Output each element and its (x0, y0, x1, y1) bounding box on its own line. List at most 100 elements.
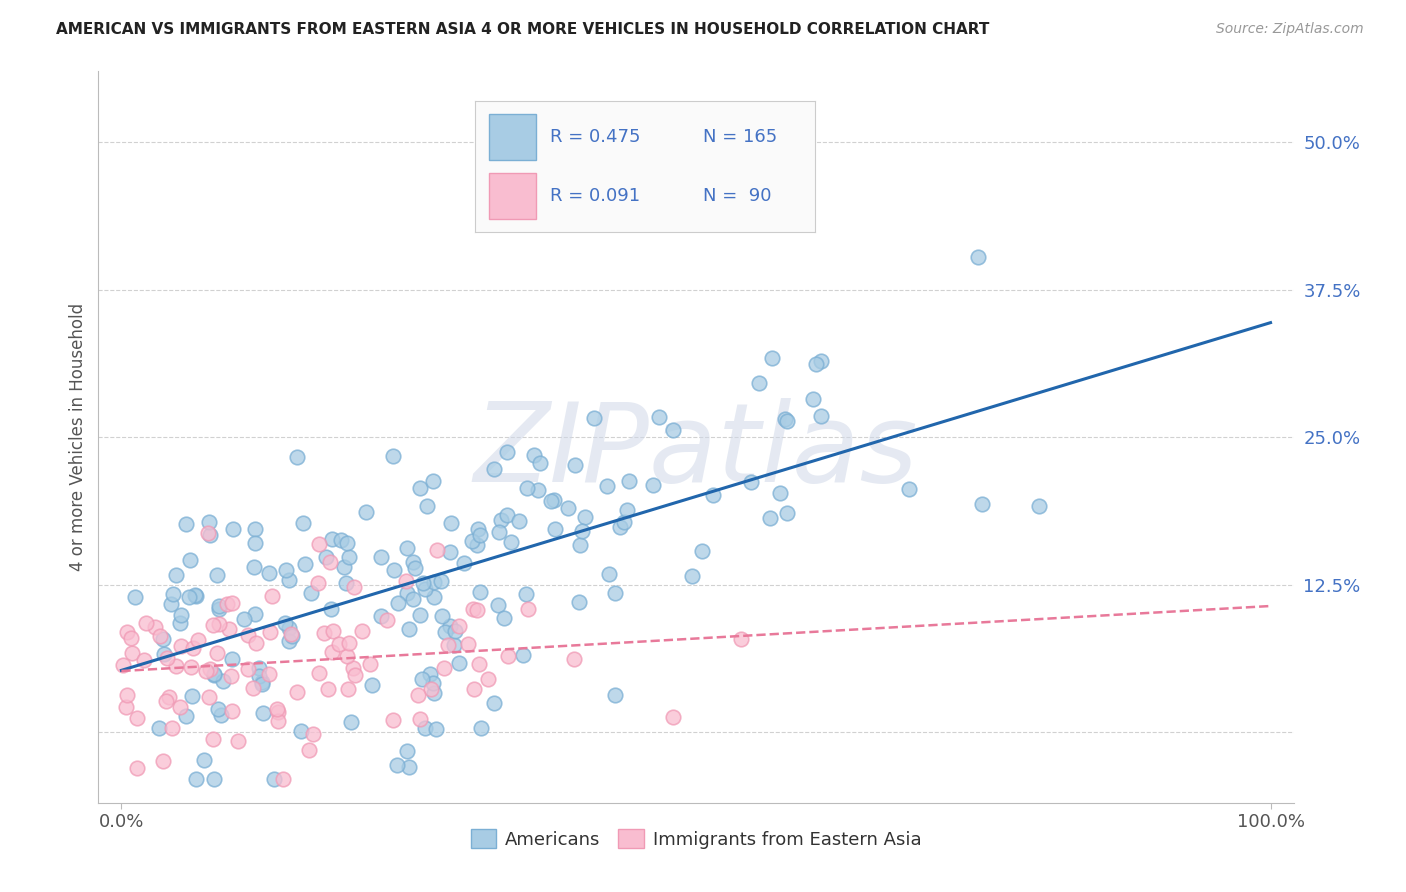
Point (174, 516, 197, 531)
Point (160, 721, 183, 735)
Point (567, 595, 589, 609)
Point (619, 475, 641, 489)
Point (174, 708, 197, 723)
Point (439, 619, 461, 633)
Point (202, 667, 225, 681)
Point (776, 506, 799, 520)
Point (336, 648, 359, 663)
Point (398, 622, 420, 636)
Point (443, 638, 465, 652)
Point (177, 590, 200, 604)
Point (352, 624, 374, 638)
Point (394, 574, 416, 588)
Point (382, 563, 405, 577)
Point (243, 560, 266, 574)
Point (233, 612, 256, 626)
Point (422, 475, 444, 489)
Point (243, 607, 266, 621)
Point (218, 622, 240, 636)
Point (495, 508, 517, 522)
Point (195, 664, 218, 678)
Point (257, 566, 280, 580)
Point (152, 648, 174, 662)
Point (598, 566, 620, 581)
Point (419, 667, 441, 681)
Point (801, 392, 824, 406)
Point (337, 636, 360, 650)
Text: Source: ZipAtlas.com: Source: ZipAtlas.com (1216, 22, 1364, 37)
Point (308, 537, 330, 551)
Point (245, 636, 267, 650)
Point (387, 596, 409, 610)
Point (526, 483, 548, 498)
Point (433, 625, 456, 640)
Point (423, 574, 446, 589)
Point (202, 668, 225, 682)
Point (207, 568, 229, 582)
Point (759, 511, 782, 525)
Point (125, 761, 148, 775)
Point (702, 488, 724, 502)
Point (498, 649, 520, 664)
Point (219, 669, 242, 683)
Point (321, 624, 343, 638)
Point (395, 744, 418, 758)
Point (382, 449, 405, 463)
Point (470, 721, 492, 735)
Point (292, 516, 315, 530)
Point (124, 591, 146, 605)
Point (494, 611, 516, 625)
Point (148, 722, 170, 736)
Point (117, 625, 139, 640)
Point (1028, 499, 1050, 513)
Point (453, 556, 475, 570)
Point (115, 689, 138, 703)
Point (186, 589, 208, 603)
Point (208, 617, 231, 632)
Point (439, 545, 461, 559)
Point (336, 682, 359, 697)
Point (395, 541, 418, 555)
Legend: Americans, Immigrants from Eastern Asia: Americans, Immigrants from Eastern Asia (464, 822, 928, 856)
Point (361, 678, 384, 692)
Point (208, 599, 231, 614)
Point (179, 553, 201, 567)
Point (294, 557, 316, 571)
Point (609, 520, 631, 534)
Point (523, 448, 546, 462)
Point (398, 760, 420, 774)
Text: ZIPatlas: ZIPatlas (474, 398, 918, 505)
Point (486, 598, 509, 612)
Point (169, 607, 191, 622)
Point (152, 754, 174, 768)
Point (477, 672, 499, 686)
Point (274, 563, 297, 577)
Point (543, 493, 565, 508)
Point (267, 714, 290, 729)
Point (516, 482, 538, 496)
Point (245, 522, 267, 536)
Point (266, 702, 288, 716)
Point (181, 690, 204, 704)
Point (583, 410, 606, 425)
Point (127, 711, 149, 725)
Point (120, 631, 142, 645)
Point (301, 585, 323, 599)
Point (544, 522, 567, 536)
Point (422, 676, 444, 690)
Point (444, 624, 467, 639)
Point (433, 661, 456, 675)
Point (111, 657, 134, 672)
Point (406, 689, 429, 703)
Point (162, 587, 184, 601)
Point (321, 645, 343, 659)
Point (370, 550, 392, 565)
Point (515, 587, 537, 601)
Point (343, 581, 366, 595)
Point (425, 723, 447, 737)
Point (603, 586, 626, 600)
Point (263, 772, 285, 787)
Point (207, 702, 229, 716)
Point (423, 686, 446, 700)
Point (395, 586, 418, 600)
